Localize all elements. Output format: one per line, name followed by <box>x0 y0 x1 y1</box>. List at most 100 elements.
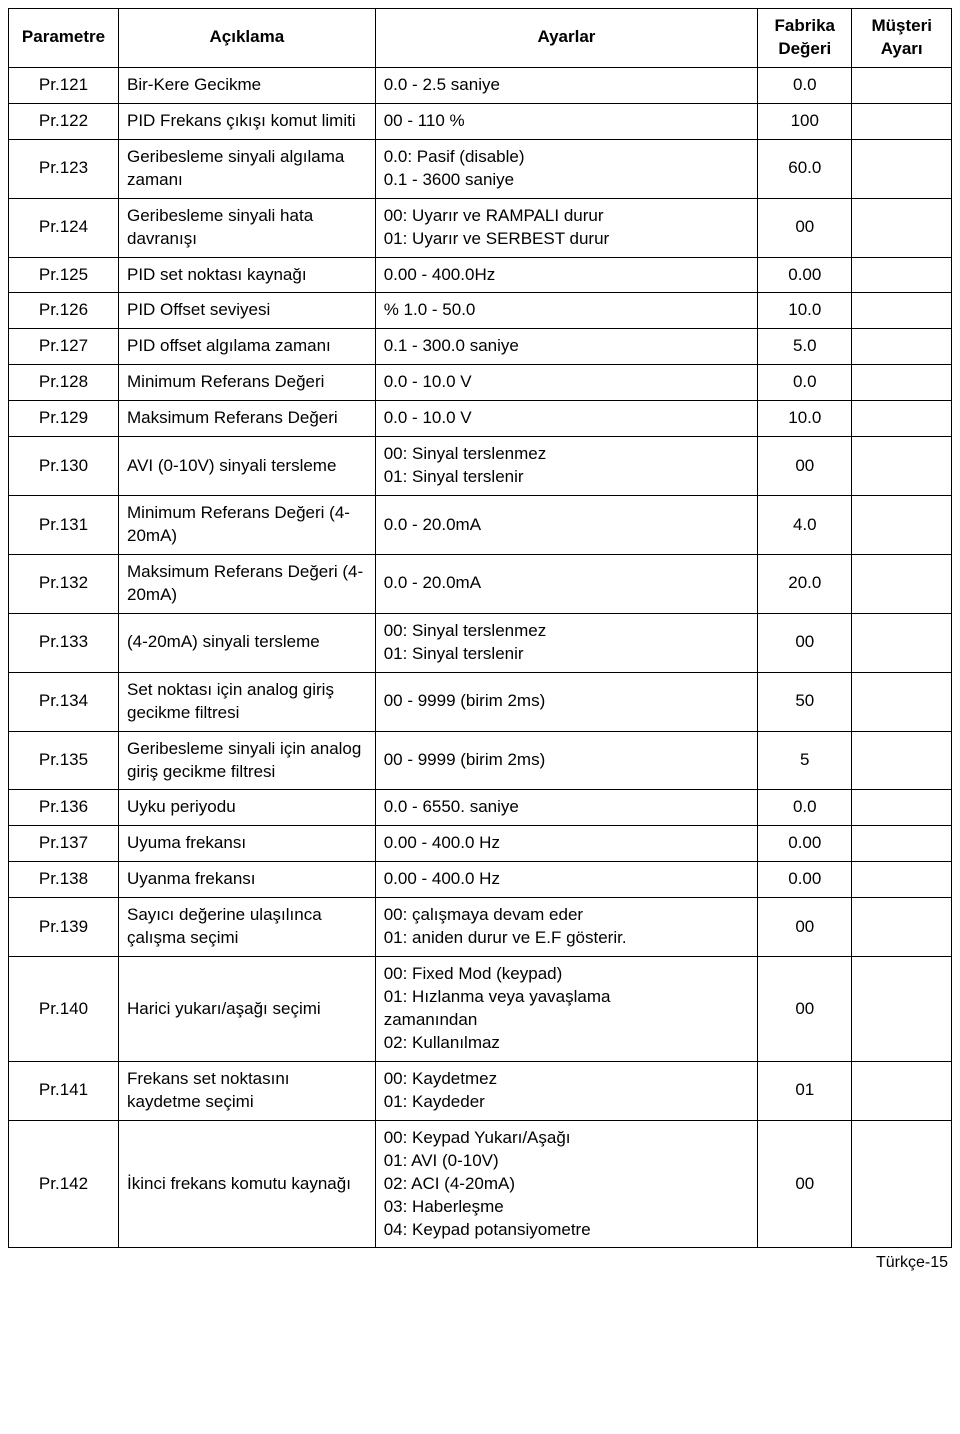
cell-settings: 00: Fixed Mod (keypad) 01: Hızlanma veya… <box>375 957 757 1062</box>
cell-param: Pr.140 <box>9 957 119 1062</box>
cell-param: Pr.131 <box>9 496 119 555</box>
cell-customer <box>852 957 952 1062</box>
cell-factory: 00 <box>758 198 852 257</box>
cell-settings: 0.0 - 20.0mA <box>375 554 757 613</box>
cell-factory: 0.0 <box>758 365 852 401</box>
cell-settings: 0.00 - 400.0 Hz <box>375 826 757 862</box>
cell-param: Pr.138 <box>9 862 119 898</box>
header-desc: Açıklama <box>119 9 376 68</box>
cell-customer <box>852 365 952 401</box>
cell-param: Pr.124 <box>9 198 119 257</box>
cell-desc: Geribesleme sinyali algılama zamanı <box>119 139 376 198</box>
table-body: Pr.121Bir-Kere Gecikme0.0 - 2.5 saniye 0.… <box>9 67 952 1248</box>
cell-customer <box>852 437 952 496</box>
cell-factory: 5.0 <box>758 329 852 365</box>
page-footer: Türkçe-15 <box>8 1254 952 1272</box>
cell-param: Pr.122 <box>9 103 119 139</box>
cell-desc: Uyku periyodu <box>119 790 376 826</box>
cell-customer <box>852 103 952 139</box>
cell-param: Pr.126 <box>9 293 119 329</box>
cell-factory: 100 <box>758 103 852 139</box>
cell-factory: 00 <box>758 437 852 496</box>
table-row: Pr.126PID Offset seviyesi% 1.0 - 50.010.… <box>9 293 952 329</box>
cell-factory: 0.00 <box>758 826 852 862</box>
cell-desc: Bir-Kere Gecikme <box>119 67 376 103</box>
cell-param: Pr.137 <box>9 826 119 862</box>
cell-settings: 00 - 9999 (birim 2ms) <box>375 731 757 790</box>
cell-desc: AVI (0-10V) sinyali tersleme <box>119 437 376 496</box>
cell-settings: 00: Uyarır ve RAMPALI durur 01: Uyarır v… <box>375 198 757 257</box>
cell-settings: 00: Sinyal terslenmez 01: Sinyal terslen… <box>375 437 757 496</box>
cell-desc: PID offset algılama zamanı <box>119 329 376 365</box>
cell-customer <box>852 257 952 293</box>
cell-settings: 00: çalışmaya devam eder 01: aniden duru… <box>375 898 757 957</box>
cell-param: Pr.125 <box>9 257 119 293</box>
cell-factory: 4.0 <box>758 496 852 555</box>
table-row: Pr.133(4-20mA) sinyali tersleme00: Sinya… <box>9 613 952 672</box>
cell-param: Pr.121 <box>9 67 119 103</box>
cell-desc: (4-20mA) sinyali tersleme <box>119 613 376 672</box>
cell-param: Pr.136 <box>9 790 119 826</box>
header-settings: Ayarlar <box>375 9 757 68</box>
cell-param: Pr.141 <box>9 1061 119 1120</box>
table-row: Pr.136Uyku periyodu0.0 - 6550. saniye0.0 <box>9 790 952 826</box>
cell-customer <box>852 790 952 826</box>
table-row: Pr.142İkinci frekans komutu kaynağı00: K… <box>9 1120 952 1248</box>
cell-customer <box>852 613 952 672</box>
cell-factory: 10.0 <box>758 293 852 329</box>
table-row: Pr.121Bir-Kere Gecikme0.0 - 2.5 saniye0.… <box>9 67 952 103</box>
cell-desc: PID Frekans çıkışı komut limiti <box>119 103 376 139</box>
cell-factory: 00 <box>758 613 852 672</box>
cell-desc: Geribesleme sinyali hata davranışı <box>119 198 376 257</box>
cell-factory: 01 <box>758 1061 852 1120</box>
cell-desc: Harici yukarı/aşağı seçimi <box>119 957 376 1062</box>
table-row: Pr.132Maksimum Referans Değeri (4-20mA)0… <box>9 554 952 613</box>
cell-desc: Set noktası için analog giriş gecikme fi… <box>119 672 376 731</box>
cell-settings: 0.0 - 10.0 V <box>375 401 757 437</box>
cell-factory: 00 <box>758 1120 852 1248</box>
cell-settings: 0.0 - 10.0 V <box>375 365 757 401</box>
table-row: Pr.138Uyanma frekansı0.00 - 400.0 Hz0.00 <box>9 862 952 898</box>
cell-settings: 0.0: Pasif (disable) 0.1 - 3600 saniye <box>375 139 757 198</box>
table-row: Pr.123Geribesleme sinyali algılama zaman… <box>9 139 952 198</box>
cell-settings: 00 - 110 % <box>375 103 757 139</box>
cell-customer <box>852 329 952 365</box>
parameter-table: Parametre Açıklama Ayarlar Fabrika Değer… <box>8 8 952 1248</box>
cell-customer <box>852 139 952 198</box>
cell-settings: 0.1 - 300.0 saniye <box>375 329 757 365</box>
cell-param: Pr.129 <box>9 401 119 437</box>
cell-param: Pr.134 <box>9 672 119 731</box>
cell-customer <box>852 898 952 957</box>
cell-factory: 60.0 <box>758 139 852 198</box>
cell-settings: 0.0 - 6550. saniye <box>375 790 757 826</box>
cell-settings: 00: Sinyal terslenmez 01: Sinyal terslen… <box>375 613 757 672</box>
cell-settings: 0.00 - 400.0Hz <box>375 257 757 293</box>
cell-desc: PID Offset seviyesi <box>119 293 376 329</box>
cell-desc: Minimum Referans Değeri <box>119 365 376 401</box>
cell-factory: 0.00 <box>758 257 852 293</box>
cell-param: Pr.135 <box>9 731 119 790</box>
cell-settings: 00 - 9999 (birim 2ms) <box>375 672 757 731</box>
cell-desc: Uyuma frekansı <box>119 826 376 862</box>
cell-customer <box>852 293 952 329</box>
table-row: Pr.122PID Frekans çıkışı komut limiti00 … <box>9 103 952 139</box>
cell-customer <box>852 672 952 731</box>
cell-customer <box>852 401 952 437</box>
header-factory: Fabrika Değeri <box>758 9 852 68</box>
header-customer: Müşteri Ayarı <box>852 9 952 68</box>
cell-desc: Minimum Referans Değeri (4-20mA) <box>119 496 376 555</box>
cell-customer <box>852 554 952 613</box>
cell-desc: İkinci frekans komutu kaynağı <box>119 1120 376 1248</box>
cell-param: Pr.142 <box>9 1120 119 1248</box>
cell-param: Pr.128 <box>9 365 119 401</box>
cell-settings: 0.0 - 2.5 saniye <box>375 67 757 103</box>
cell-param: Pr.133 <box>9 613 119 672</box>
cell-settings: 00: Keypad Yukarı/Aşağı 01: AVI (0-10V) … <box>375 1120 757 1248</box>
cell-param: Pr.123 <box>9 139 119 198</box>
cell-factory: 5 <box>758 731 852 790</box>
cell-param: Pr.139 <box>9 898 119 957</box>
cell-settings: % 1.0 - 50.0 <box>375 293 757 329</box>
cell-customer <box>852 198 952 257</box>
cell-desc: Uyanma frekansı <box>119 862 376 898</box>
cell-settings: 00: Kaydetmez 01: Kaydeder <box>375 1061 757 1120</box>
